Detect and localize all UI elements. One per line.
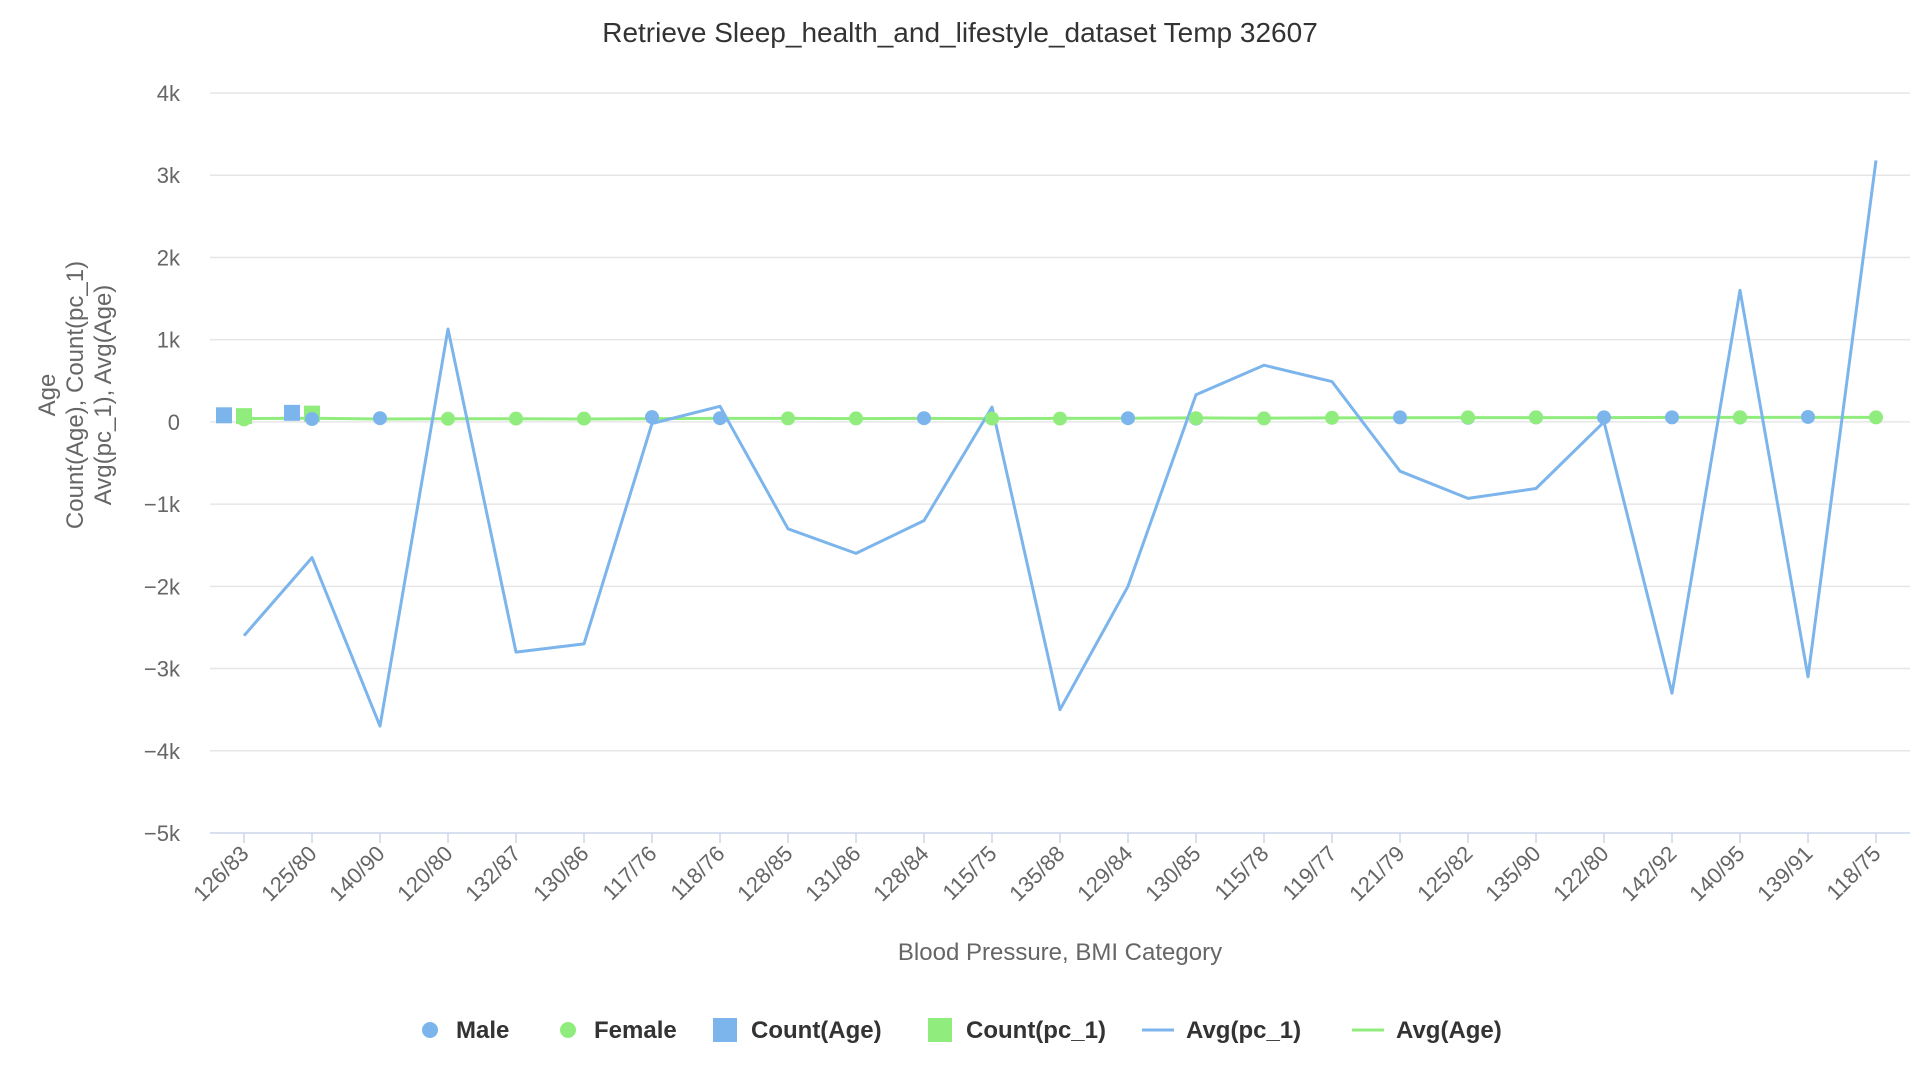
legend-item-avg-pc-1-: Avg(pc_1)	[1142, 1017, 1301, 1044]
data-point	[1665, 410, 1679, 425]
data-point	[441, 411, 455, 426]
data-point	[1869, 410, 1883, 425]
legend-label: Count(pc_1)	[966, 1017, 1106, 1044]
y-axis-title-line: Age	[34, 374, 61, 417]
x-tick-label: 130/85	[1140, 841, 1205, 906]
y-axis-title-line: Count(Age), Count(pc_1)	[62, 261, 89, 529]
data-point	[305, 412, 319, 427]
y-tick-label: −4k	[144, 739, 181, 764]
data-marker	[216, 407, 232, 424]
x-tick-label: 128/84	[868, 841, 933, 906]
data-point	[1529, 410, 1543, 425]
data-point	[645, 410, 659, 425]
series-line	[242, 160, 1878, 728]
x-tick-label: 118/75	[1821, 841, 1885, 905]
x-tick-label: 126/83	[188, 841, 253, 906]
data-point	[917, 411, 931, 426]
data-point	[577, 411, 591, 426]
x-tick-label: 142/92	[1616, 841, 1681, 906]
x-axis-title: Blood Pressure, BMI Category	[898, 939, 1222, 966]
x-tick-label: 125/80	[256, 841, 321, 906]
series-avg-pc-1-	[242, 160, 1878, 728]
x-tick-label: 119/77	[1277, 841, 1341, 905]
y-axis-ticks: 4k 3k 2k 1k 0 −1k −2k −3k −4k −5k	[144, 81, 181, 846]
data-point	[1597, 410, 1611, 425]
y-tick-label: 2k	[157, 245, 181, 270]
legend-item-male: Male	[422, 1017, 509, 1044]
data-point	[1053, 411, 1067, 426]
x-tick-label: 139/91	[1752, 841, 1817, 906]
data-point	[1325, 410, 1339, 425]
x-tick-label: 135/88	[1004, 841, 1069, 906]
legend-label: Male	[456, 1017, 509, 1044]
legend-symbol	[422, 1022, 438, 1038]
legend-item-count-pc-1-: Count(pc_1)	[928, 1017, 1106, 1044]
x-tick-label: 120/80	[392, 841, 457, 906]
data-point	[713, 411, 727, 426]
legend-symbol	[928, 1018, 952, 1042]
data-point	[781, 411, 795, 426]
data-point	[1393, 410, 1407, 425]
data-point	[509, 411, 523, 426]
data-point	[1189, 411, 1203, 426]
legend-label: Avg(pc_1)	[1186, 1017, 1301, 1044]
x-tick-label: 115/78	[1209, 841, 1273, 905]
y-tick-label: −2k	[144, 574, 181, 599]
x-tick-label: 132/87	[460, 841, 525, 906]
data-marker	[284, 404, 300, 421]
y-axis-title: Age Count(Age), Count(pc_1) Avg(pc_1), Avg…	[34, 261, 117, 529]
legend-item-female: Female	[560, 1017, 677, 1044]
legend-item-count-age-: Count(Age)	[713, 1017, 882, 1044]
data-point	[1461, 410, 1475, 425]
y-axis-title-line: Avg(pc_1), Avg(Age)	[90, 285, 117, 506]
data-point	[1121, 411, 1135, 426]
y-tick-label: 3k	[157, 163, 181, 188]
y-tick-label: 1k	[157, 328, 181, 353]
legend-item-avg-age-: Avg(Age)	[1352, 1017, 1502, 1044]
legend-symbol	[560, 1022, 576, 1038]
x-tick-label: 135/90	[1480, 841, 1545, 906]
legend-label: Female	[594, 1017, 677, 1044]
data-point	[1801, 409, 1815, 424]
x-tick-label: 122/80	[1548, 841, 1613, 906]
data-point	[849, 411, 863, 426]
data-point	[1257, 411, 1271, 426]
x-tick-label: 129/84	[1072, 841, 1137, 906]
chart-title: Retrieve Sleep_health_and_lifestyle_data…	[602, 17, 1318, 48]
x-tick-label: 117/76	[597, 841, 661, 905]
legend: Male Female Count(Age) Count(pc_1) Avg(pc_1)…	[422, 1017, 1502, 1044]
y-tick-label: 0	[168, 410, 180, 435]
x-axis-ticks: 126/83 125/80 140/90 120/80 132/87 130/86 117/…	[188, 833, 1886, 906]
y-tick-label: −3k	[144, 657, 181, 682]
x-tick-label: 140/90	[324, 841, 389, 906]
x-tick-label: 115/75	[937, 841, 1001, 905]
series-female	[237, 410, 1883, 427]
series-count-age-	[216, 404, 300, 424]
data-point	[373, 411, 387, 426]
legend-symbol	[713, 1018, 737, 1042]
x-tick-label: 131/86	[800, 841, 865, 906]
x-tick-label: 140/95	[1684, 841, 1749, 906]
y-tick-label: −5k	[144, 821, 181, 846]
x-tick-label: 130/86	[528, 841, 593, 906]
x-tick-label: 125/82	[1412, 841, 1477, 906]
data-point	[1733, 410, 1747, 425]
series	[216, 160, 1883, 728]
data-point	[985, 411, 999, 426]
x-tick-label: 128/85	[732, 841, 797, 906]
x-tick-label: 118/76	[665, 841, 729, 905]
data-point	[237, 412, 251, 427]
x-tick-label: 121/79	[1344, 841, 1409, 906]
y-tick-label: 4k	[157, 81, 181, 106]
y-tick-label: −1k	[144, 492, 181, 517]
legend-label: Count(Age)	[751, 1017, 882, 1044]
legend-label: Avg(Age)	[1396, 1017, 1502, 1044]
